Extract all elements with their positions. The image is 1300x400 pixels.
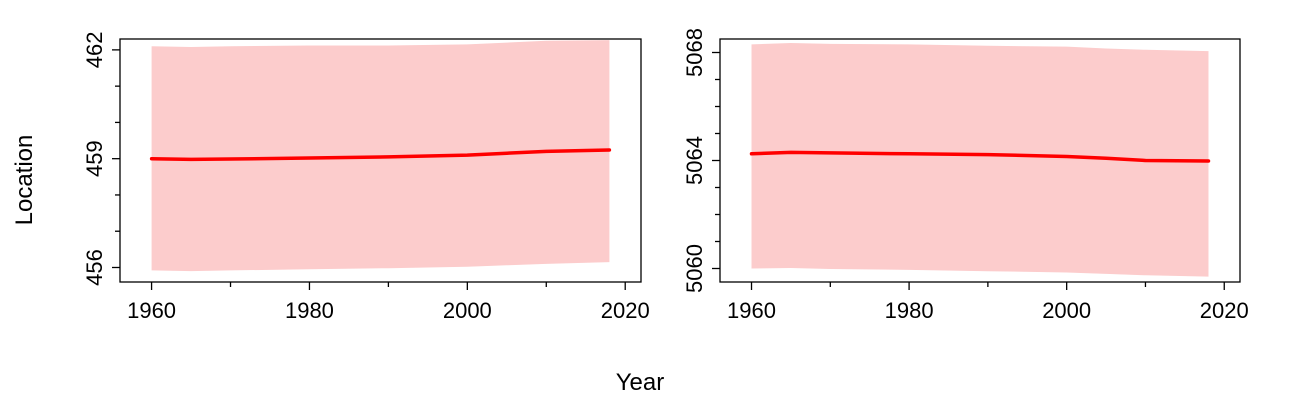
panel-right: 1960 1980 2000 2020 5060 5064 5068 <box>682 28 1249 323</box>
x-tick-label: 1960 <box>127 298 176 323</box>
y-tick-label: 5064 <box>682 136 707 185</box>
x-tick-label: 1980 <box>285 298 334 323</box>
y-tick-label: 5060 <box>682 244 707 293</box>
y-tick-label: 456 <box>82 249 107 286</box>
confidence-band <box>751 43 1209 277</box>
estimate-line <box>149 148 612 162</box>
y-tick-label: 459 <box>82 140 107 177</box>
y-axis-title: Location <box>11 135 38 226</box>
plot-frame <box>119 38 642 283</box>
x-tick-label: 2020 <box>601 298 650 323</box>
y-tick-label: 5068 <box>682 28 707 77</box>
y-tick-label: 462 <box>82 32 107 69</box>
panel-left: 1960 1980 2000 2020 456 459 462 <box>82 32 650 323</box>
x-tick-label: 1980 <box>885 298 934 323</box>
x-tick-label: 2020 <box>1200 298 1249 323</box>
estimate-line <box>749 150 1211 163</box>
x-tick-label: 2000 <box>443 298 492 323</box>
x-tick-label: 1960 <box>727 298 776 323</box>
x-axis-title: Year <box>616 369 665 396</box>
x-tick-label: 2000 <box>1042 298 1091 323</box>
